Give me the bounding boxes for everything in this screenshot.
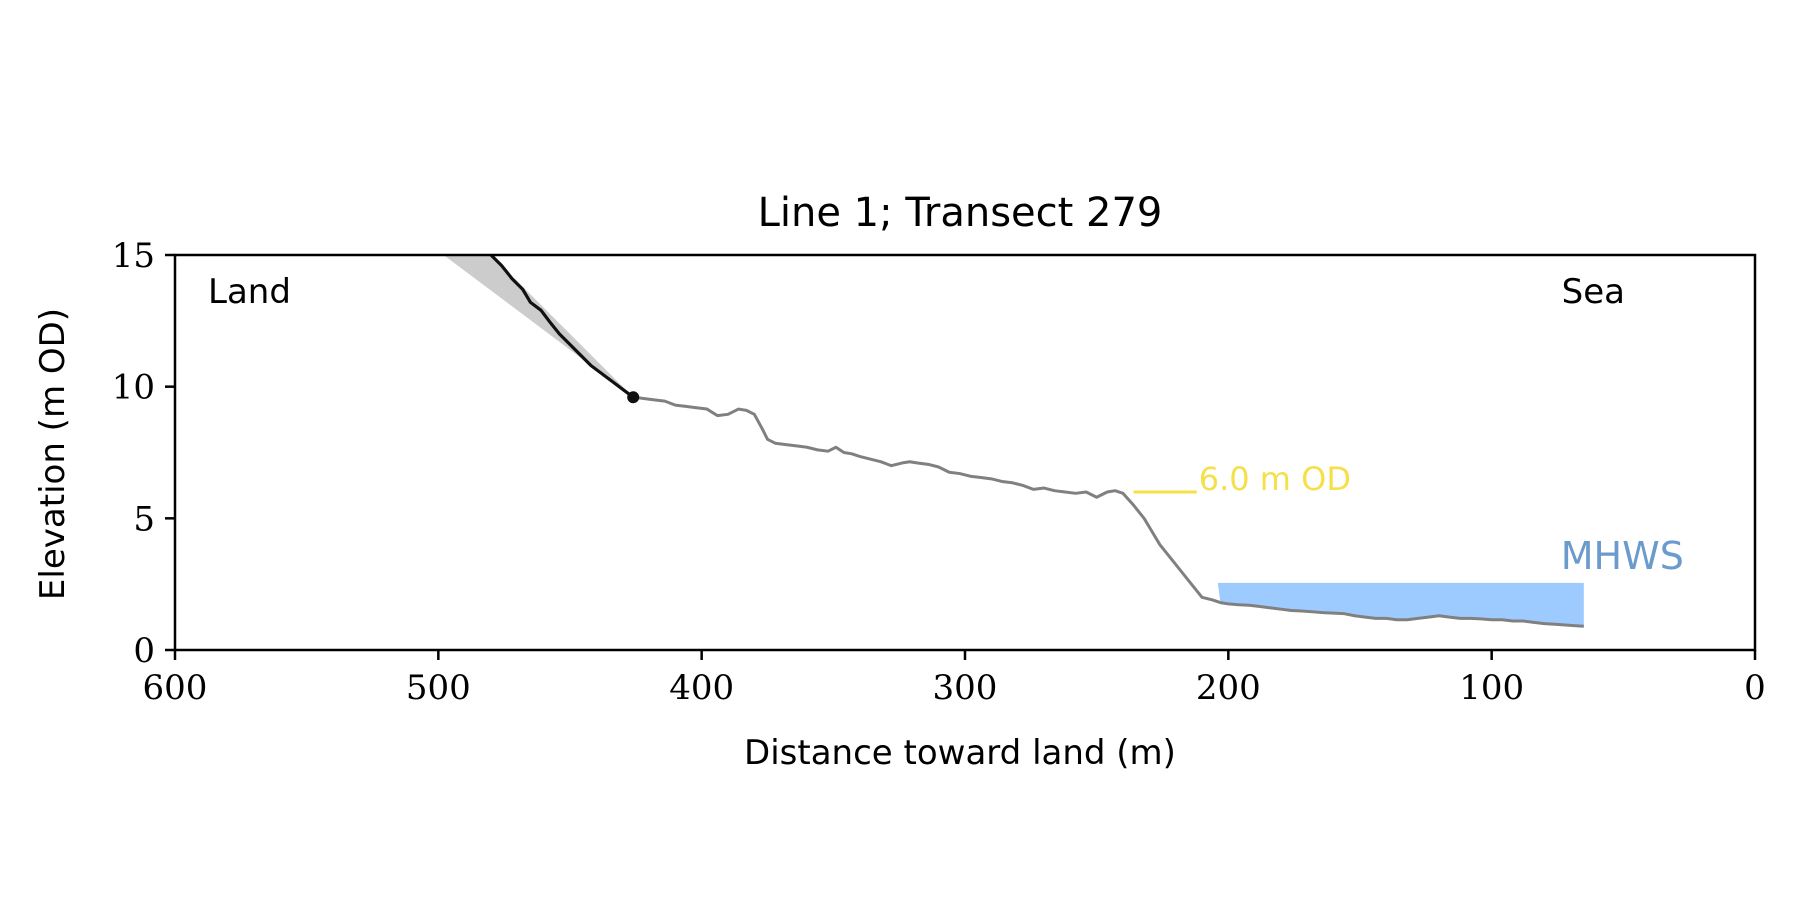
mhws-fill bbox=[1217, 582, 1584, 627]
x-tick-label: 400 bbox=[669, 668, 734, 708]
marks-layer: 6.0 m OD MHWS bbox=[489, 253, 1684, 628]
land-label: Land bbox=[208, 272, 291, 312]
y-tick-label: 15 bbox=[112, 236, 155, 276]
contour-label: 6.0 m OD bbox=[1199, 460, 1351, 498]
cliff-top-marker bbox=[627, 391, 640, 404]
x-tick-label: 600 bbox=[143, 668, 208, 708]
plot-layer bbox=[443, 255, 1584, 627]
x-tick-label: 500 bbox=[406, 668, 471, 708]
y-tick-label: 0 bbox=[133, 631, 155, 671]
y-tick-label: 10 bbox=[112, 368, 155, 408]
x-tick-label: 100 bbox=[1459, 668, 1524, 708]
y-tick-label: 5 bbox=[133, 499, 155, 539]
cliff-wedge-fill bbox=[443, 255, 634, 398]
y-axis-label: Elevation (m OD) bbox=[33, 308, 73, 600]
mhws-label: MHWS bbox=[1561, 534, 1684, 578]
cliff-line bbox=[489, 253, 635, 399]
axes-layer: 600 500 400 300 200 100 0 0 5 10 15 bbox=[112, 236, 1766, 708]
x-axis-label: Distance toward land (m) bbox=[744, 733, 1176, 773]
x-tick-label: 0 bbox=[1744, 668, 1766, 708]
x-tick-label: 300 bbox=[933, 668, 998, 708]
chart-title: Line 1; Transect 279 bbox=[758, 190, 1163, 236]
x-tick-label: 200 bbox=[1196, 668, 1261, 708]
profile-line bbox=[633, 395, 1584, 628]
sea-label: Sea bbox=[1562, 272, 1625, 312]
